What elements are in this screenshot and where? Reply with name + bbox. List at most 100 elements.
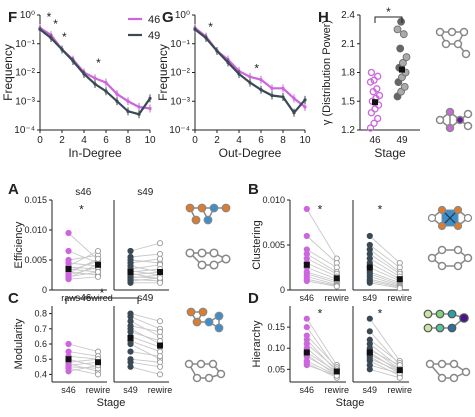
data-point-49 (93, 82, 97, 86)
pair-line (130, 313, 161, 322)
x-tick-label: s46 (300, 385, 315, 395)
y-tick-label: 10⁻² (15, 68, 35, 79)
group-title: s49 (137, 187, 154, 198)
y-tick-label: 0 (280, 285, 285, 295)
pair-line (369, 343, 401, 368)
x-tick-label: s49 (123, 385, 138, 395)
pair-line (130, 325, 161, 333)
pair-line (369, 282, 400, 289)
panel-letter-A: A (8, 181, 19, 198)
mean-marker-raw (366, 349, 373, 356)
mean-marker-rewired (95, 261, 102, 268)
x-tick-label: s49 (363, 293, 378, 303)
data-point-rewired (94, 255, 102, 262)
mean-marker-raw (65, 266, 72, 272)
pair-line (369, 364, 400, 374)
pair-line (369, 271, 400, 284)
data-point-46 (367, 109, 376, 117)
data-point-rewired (396, 285, 403, 292)
pair-line (369, 276, 400, 286)
data-point-49 (270, 93, 274, 98)
data-point-46 (374, 114, 382, 123)
data-point-raw (303, 315, 310, 322)
mean-marker-rewired (333, 368, 340, 375)
data-point-46 (303, 105, 307, 109)
pair-line (130, 271, 161, 276)
pair-line (68, 361, 99, 366)
pair-line (306, 262, 337, 277)
mean-marker-rewired (396, 276, 403, 283)
pair-line (68, 351, 99, 357)
x-tick-label: 8 (125, 135, 131, 146)
y-tick-label: 10⁻¹ (15, 39, 35, 50)
pair-line (369, 339, 401, 364)
panel-letter-F: F (8, 9, 17, 26)
data-point-46 (370, 119, 378, 127)
x-tick-label: s46 (61, 385, 76, 395)
y-tick-label: 2.4 (341, 10, 355, 21)
pair-line (306, 364, 337, 377)
pair-line (369, 235, 401, 264)
y-tick-label: 0.7 (34, 324, 47, 334)
mean-marker-raw (127, 334, 134, 341)
data-point-raw (65, 229, 72, 237)
data-point-49 (60, 47, 64, 52)
data-point-raw (65, 276, 72, 283)
y-tick-label: 0.5 (34, 354, 47, 364)
data-point-46 (115, 92, 119, 96)
panel-letter-C: C (8, 290, 19, 307)
pair-line (306, 267, 337, 280)
data-point-rewired (156, 318, 164, 325)
data-point-rewired (156, 328, 164, 335)
data-point-49 (399, 30, 408, 39)
network-diagram-D-colored (423, 309, 469, 333)
pair-line (306, 249, 338, 268)
data-point-raw (303, 277, 310, 285)
x-axis-label: Stage (336, 397, 365, 409)
pair-line (306, 335, 338, 368)
data-point-49 (226, 60, 230, 65)
pair-line (306, 208, 338, 259)
significance-bracket (374, 16, 403, 23)
data-point-rewired (333, 283, 340, 290)
y-tick-label: 1.5 (341, 96, 355, 107)
data-point-49 (148, 96, 152, 100)
data-point-raw (366, 315, 373, 322)
x-tick-label: 6 (258, 135, 264, 146)
pair-line (369, 318, 401, 362)
significance-star: * (208, 20, 213, 34)
data-point-49 (281, 95, 285, 99)
x-tick-label: s49 (363, 385, 378, 395)
pair-line (306, 276, 337, 286)
group-title: s49 (137, 293, 154, 304)
mean-marker-rewired (396, 367, 403, 374)
pair-line (130, 351, 161, 357)
pair-line (68, 355, 99, 360)
pair-line (306, 258, 338, 275)
data-point-46 (366, 78, 375, 86)
group-title: s46 (75, 187, 92, 198)
network-diagram-H-bottom (435, 107, 473, 133)
y-tick-label: 0.6 (34, 339, 47, 349)
y-tick-label: 0.015 (24, 195, 47, 205)
data-point-46 (270, 86, 274, 90)
y-tick-label: 1.2 (341, 125, 355, 136)
pair-line (369, 258, 401, 277)
data-point-raw (303, 324, 310, 331)
data-point-49 (38, 27, 42, 31)
pair-line (130, 331, 161, 342)
panel-letter-H: H (318, 9, 329, 26)
series-line-49 (194, 28, 306, 115)
data-point-46 (259, 78, 263, 82)
data-point-46 (370, 76, 378, 84)
pair-line (369, 349, 400, 366)
data-point-49 (49, 36, 53, 40)
mean-marker-raw (303, 349, 310, 356)
significance-star: * (53, 17, 58, 31)
y-tick-label: 10⁰ (175, 10, 190, 21)
data-point-raw (303, 362, 310, 369)
